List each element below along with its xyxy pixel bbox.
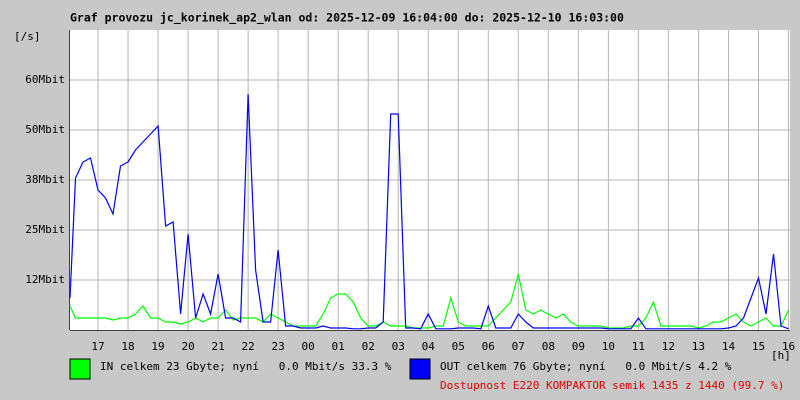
x-tick-label: 23 [272, 340, 285, 353]
x-tick-label: 16 [782, 340, 795, 353]
x-tick-label: 06 [482, 340, 495, 353]
legend-label: IN celkem 23 Gbyte; nyní 0.0 Mbit/s 33.3… [100, 360, 392, 373]
x-tick-label: 09 [572, 340, 585, 353]
x-tick-label: 21 [211, 340, 224, 353]
legend-swatch [69, 358, 91, 380]
labels: 12Mbit 25Mbit 38Mbit 50Mbit 60Mbit 17 18 19 20 21… [25, 73, 795, 380]
x-axis-unit: [h] [771, 349, 791, 362]
x-tick-label: 07 [512, 340, 525, 353]
x-tick-label: 00 [302, 340, 315, 353]
x-tick-label: 20 [181, 340, 194, 353]
x-tick-label: 03 [392, 340, 405, 353]
x-tick-label: 19 [151, 340, 164, 353]
x-tick-label: 12 [662, 340, 675, 353]
x-tick-label: 17 [91, 340, 104, 353]
x-tick-label: 10 [602, 340, 615, 353]
y-tick-label: 25Mbit [25, 223, 65, 236]
y-tick-label: 60Mbit [25, 73, 65, 86]
y-axis-unit: [/s] [14, 30, 41, 43]
x-tick-label: 22 [241, 340, 254, 353]
x-tick-label: 05 [452, 340, 465, 353]
x-tick-label: 13 [692, 340, 705, 353]
series-line [69, 273, 790, 329]
x-tick-label: 04 [422, 340, 436, 353]
x-tick-label: 15 [752, 340, 765, 353]
y-tick-label: 12Mbit [25, 273, 65, 286]
availability-note: Dostupnost E220 KOMPAKTOR semik 1435 z 1… [440, 379, 784, 392]
series-line [69, 93, 789, 330]
x-tick-label: 18 [121, 340, 134, 353]
marks [69, 93, 790, 330]
x-tick-label: 11 [632, 340, 645, 353]
y-tick-label: 38Mbit [25, 173, 65, 186]
x-tick-label: 01 [332, 340, 345, 353]
legend-label: OUT celkem 76 Gbyte; nyní 0.0 Mbit/s 4.2… [440, 360, 732, 373]
grid [69, 30, 790, 331]
y-tick-label: 50Mbit [25, 123, 65, 136]
x-tick-label: 02 [362, 340, 375, 353]
legend-swatch [409, 358, 431, 380]
x-tick-label: 08 [542, 340, 555, 353]
x-tick-label: 14 [722, 340, 736, 353]
chart-title: Graf provozu jc_korinek_ap2_wlan od: 202… [70, 11, 624, 26]
